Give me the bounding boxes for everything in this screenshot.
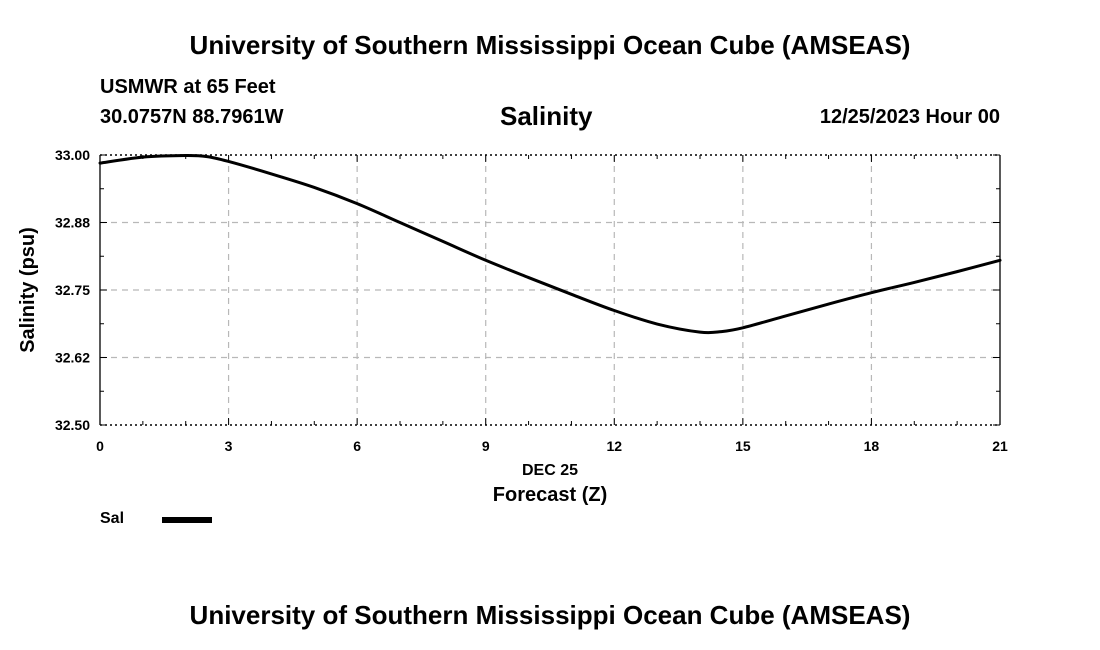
x-tick-label: 21 xyxy=(992,438,1008,454)
footer-title: University of Southern Mississippi Ocean… xyxy=(189,600,911,630)
coordinates-label: 30.0757N 88.7961W xyxy=(100,106,284,128)
x-tick-label: 15 xyxy=(735,438,751,454)
main-title: University of Southern Mississippi Ocean… xyxy=(189,30,911,60)
y-tick-label: 32.75 xyxy=(55,282,90,298)
datetime-label: 12/25/2023 Hour 00 xyxy=(819,106,1000,128)
station-label: USMWR at 65 Feet xyxy=(100,76,276,98)
x-tick-label: 3 xyxy=(225,438,233,454)
series-line-sal xyxy=(98,154,1002,335)
x-tick-label: 12 xyxy=(606,438,622,454)
chart-title: Salinity xyxy=(500,101,593,131)
x-tick-label: 0 xyxy=(96,438,104,454)
y-tick-label: 32.50 xyxy=(55,417,90,433)
x-tick-label: 9 xyxy=(482,438,490,454)
x-axis-date-label: DEC 25 xyxy=(522,462,578,479)
x-axis-title: Forecast (Z) xyxy=(493,484,607,506)
y-tick-label: 33.00 xyxy=(55,147,90,163)
y-tick-label: 32.88 xyxy=(55,215,90,231)
x-tick-label: 6 xyxy=(353,438,361,454)
x-tick-label: 18 xyxy=(864,438,880,454)
y-axis-title: Salinity (psu) xyxy=(17,227,39,353)
y-tick-label: 32.62 xyxy=(55,350,90,366)
legend-label: Sal xyxy=(100,510,125,527)
